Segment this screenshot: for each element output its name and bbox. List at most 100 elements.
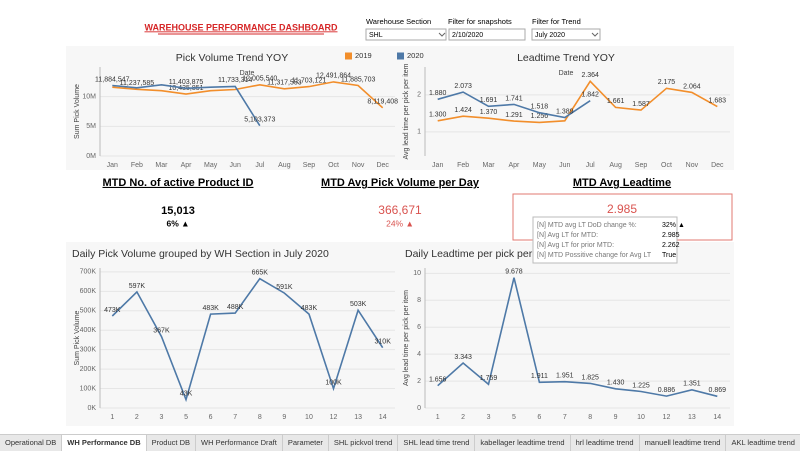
data-label: 1.370 — [480, 109, 498, 116]
line — [437, 277, 718, 398]
y-tick-label: 4 — [417, 351, 421, 358]
data-label: 12,005,540 — [242, 76, 277, 83]
data-label: 11,237,585 — [120, 80, 155, 87]
legend-label: 2019 — [355, 51, 372, 60]
y-tick-label: 400K — [80, 327, 97, 334]
panel-bg — [66, 46, 734, 170]
data-label: 1.424 — [454, 107, 472, 114]
sheet-tab[interactable]: SHL pickvol trend — [329, 435, 399, 451]
legend-swatch — [345, 52, 352, 60]
y-tick-label: 8 — [417, 297, 421, 304]
data-label: 43K — [180, 390, 193, 397]
x-tick-label: May — [533, 162, 547, 169]
line — [437, 80, 718, 124]
x-tick-label: Feb — [131, 162, 143, 169]
y-tick-label: 5M — [86, 123, 96, 130]
x-tick-label: 7 — [563, 414, 567, 421]
sheet-tab[interactable]: kabellager leadtime trend — [475, 435, 571, 451]
x-tick-label: 12 — [330, 414, 338, 421]
filter-label: Filter for snapshots — [448, 17, 512, 26]
sheet-tab[interactable]: Product DB — [147, 435, 196, 451]
data-label: 483K — [202, 305, 219, 312]
sheet-tab[interactable]: WH Performance Draft — [196, 435, 283, 451]
data-label: 1.256 — [531, 113, 549, 120]
x-tick-label: 14 — [379, 414, 387, 421]
chart-title: Pick Volume Trend YOY — [176, 52, 288, 64]
tooltip: [N] MTD avg LT DoD change %: 32% ▲ [N] A… — [532, 216, 685, 264]
y-tick-label: 700K — [80, 269, 97, 276]
dropdown-arrow — [438, 32, 599, 37]
tooltip-box — [532, 216, 678, 264]
data-label: 1.430 — [607, 380, 625, 387]
filter-box[interactable] — [448, 28, 526, 41]
data-label: 11,733,314 — [218, 77, 253, 84]
x-tick-label: Oct — [661, 162, 672, 169]
x-tick-label: 13 — [354, 414, 362, 421]
x-tick-label: Oct — [328, 162, 339, 169]
sheet-tab[interactable]: hrl leadtime trend — [571, 435, 640, 451]
tooltip-label: [N] Avg LT for prior MTD: — [537, 242, 614, 249]
sheet-tab[interactable]: WH Performance DB — [62, 435, 147, 451]
x-tick-label: Aug — [609, 162, 622, 169]
sheet-tab[interactable]: Operational DB — [0, 435, 63, 451]
data-label: 5,103,373 — [244, 117, 275, 124]
kpi-title: MTD Avg Leadtime — [573, 177, 671, 189]
line — [112, 83, 261, 127]
x-tick-label: 8 — [588, 414, 592, 421]
filter-value[interactable]: SHL — [369, 32, 383, 39]
tooltip-label: [N] MTD Possitive change for Avg LT — [537, 252, 652, 259]
filter-label: Warehouse Section — [366, 17, 431, 26]
line — [437, 91, 591, 119]
x-tick-label: Jan — [107, 162, 118, 169]
kpi-change: 24% ▲ — [386, 218, 414, 228]
line — [111, 277, 384, 403]
data-label: 100K — [325, 379, 342, 386]
y-tick-label: 300K — [80, 347, 97, 354]
filter-value[interactable]: July 2020 — [535, 32, 565, 39]
chart-title: Leadtime Trend YOY — [517, 52, 615, 64]
data-label: 591K — [276, 284, 293, 291]
y-tick-label: 600K — [80, 288, 97, 295]
filter-value[interactable]: 2/10/2020 — [452, 32, 483, 39]
data-label: 2.175 — [658, 79, 676, 86]
filter-box[interactable] — [531, 28, 601, 41]
kpi-change: 6% ▲ — [166, 218, 189, 228]
y-tick-label: 2 — [417, 92, 421, 99]
x-tick-label: Jan — [432, 162, 443, 169]
x-tick-label: 6 — [209, 414, 213, 421]
data-label: 488K — [227, 304, 244, 311]
data-label: 1.759 — [480, 375, 498, 382]
data-label: 1.691 — [480, 97, 498, 104]
tooltip-value: 32% ▲ — [662, 222, 685, 229]
kpi-title: MTD Avg Pick Volume per Day — [321, 177, 480, 189]
x-tick-label: Aug — [278, 162, 291, 169]
x-tick-label: Nov — [686, 162, 699, 169]
y-tick-label: 100K — [80, 385, 97, 392]
data-label: 1.300 — [429, 112, 447, 119]
canvas: WAREHOUSE PERFORMANCE DASHBOARD Warehous… — [66, 16, 734, 421]
y-tick-label: 2 — [417, 378, 421, 385]
x-tick-label: 9 — [614, 414, 618, 421]
data-label: 1.225 — [632, 382, 650, 389]
data-label: 2.364 — [581, 72, 599, 79]
x-tick-label: Feb — [457, 162, 469, 169]
filter-box[interactable] — [365, 28, 447, 41]
sheet-tab[interactable]: SHL lead time trend — [398, 435, 476, 451]
data-label: 1.291 — [505, 112, 523, 119]
x-tick-label: 9 — [282, 414, 286, 421]
kpis: MTD No. of active Product ID 15,013 6% ▲… — [103, 177, 733, 241]
x-tick-label: 6 — [537, 414, 541, 421]
x-tick-label: 5 — [184, 414, 188, 421]
data-label: 665K — [252, 270, 269, 277]
x-tick-label: Apr — [509, 162, 521, 169]
x-tick-label: 10 — [305, 414, 313, 421]
y-tick-label: 0 — [417, 405, 421, 412]
x-tick-label: Nov — [352, 162, 365, 169]
sheet-tab[interactable]: Parameter — [283, 435, 329, 451]
data-label: 1.880 — [429, 90, 447, 97]
data-label: 1.842 — [581, 92, 599, 99]
sheet-tab[interactable]: manuell leadtime trend — [640, 435, 727, 451]
data-label: 2.073 — [454, 83, 472, 90]
sheet-tab[interactable]: AKL leadtime trend — [726, 435, 800, 451]
